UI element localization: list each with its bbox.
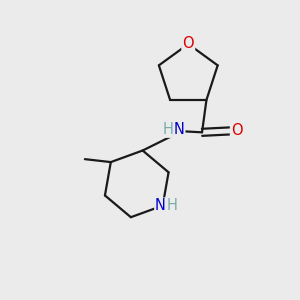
Text: H: H [167, 198, 178, 213]
Text: O: O [182, 37, 194, 52]
Text: N: N [155, 198, 166, 213]
Text: H: H [162, 122, 173, 137]
Text: N: N [174, 122, 185, 137]
Text: O: O [231, 123, 243, 138]
